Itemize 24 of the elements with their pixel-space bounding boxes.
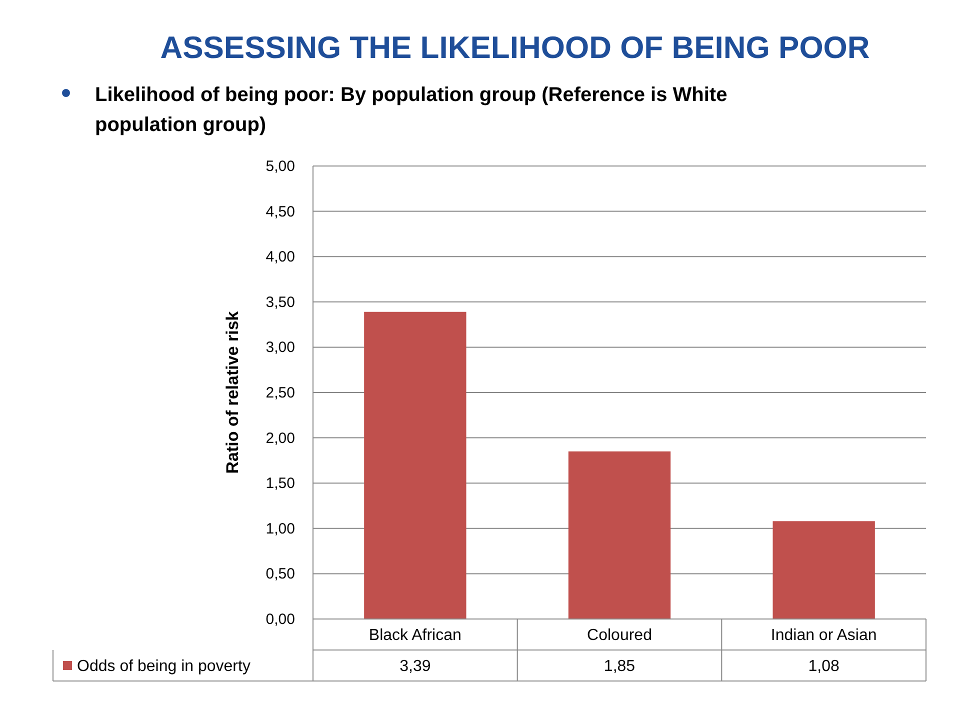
y-tick-label: 5,00 (266, 158, 295, 175)
y-tick-label: 2,50 (266, 384, 295, 402)
x-tick-label: Indian or Asian (770, 627, 877, 644)
bar (772, 521, 875, 619)
legend-label: Odds of being in poverty (77, 658, 250, 675)
y-tick-label: 4,00 (266, 248, 295, 266)
y-tick-label: 3,50 (266, 294, 295, 311)
chart-subtitle: Likelihood of being poor: By population group (Reference is White population group) (95, 84, 728, 136)
x-tick-label: Black African (368, 627, 462, 644)
y-axis-title: Ratio of relative risk (223, 310, 242, 474)
y-tick-label: 1,50 (266, 475, 295, 492)
chart-title: ASSESSING THE LIKELIHOOD OF BEING POOR (160, 30, 870, 65)
y-tick-label: 2,00 (266, 430, 295, 447)
bar (568, 451, 671, 619)
y-tick-label: 0,50 (266, 566, 295, 583)
y-tick-label: 0,00 (266, 611, 295, 628)
y-tick-label: 3,00 (266, 339, 295, 356)
y-tick-label: 1,00 (266, 520, 295, 538)
y-tick-label: 4,50 (266, 203, 295, 220)
x-tick-label: Coloured (587, 627, 652, 644)
data-label: 1,08 (808, 658, 840, 675)
data-label: 1,85 (604, 658, 636, 675)
data-label: 3,39 (400, 658, 431, 675)
bar (364, 312, 466, 619)
